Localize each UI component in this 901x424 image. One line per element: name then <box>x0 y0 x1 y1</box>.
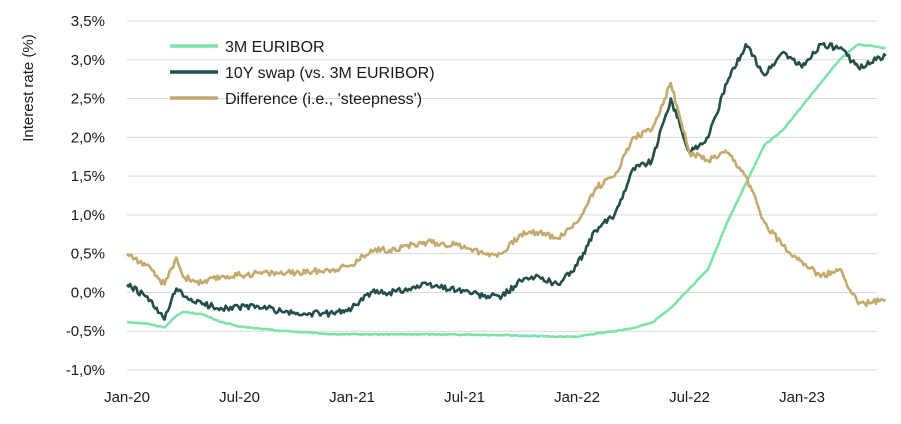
series-line <box>126 42 886 339</box>
y-tick-label: 3,5% <box>71 13 105 30</box>
legend-entry: 10Y swap (vs. 3M EURIBOR) <box>225 65 435 82</box>
x-tick-label: Jan-21 <box>329 389 375 406</box>
x-tick-label: Jul-21 <box>444 389 485 406</box>
series-line <box>126 41 887 321</box>
x-tick-label: Jul-22 <box>669 389 710 406</box>
x-tick-label: Jan-20 <box>104 389 150 406</box>
y-tick-label: 0,5% <box>71 246 105 263</box>
x-tick-label: Jan-23 <box>779 389 825 406</box>
y-axis-title: Interest rate (%) <box>20 34 37 142</box>
y-tick-label: -0,5% <box>66 323 105 340</box>
y-tick-label: 1,0% <box>71 207 105 224</box>
legend-entry: Difference (i.e., 'steepness') <box>225 91 422 108</box>
series-line <box>125 81 886 308</box>
x-axis-ticks: Jan-20 Jul-20 Jan-21 Jul-21 Jan-22 Jul-22 Jan-… <box>104 389 825 406</box>
y-tick-label: -1,0% <box>66 362 105 379</box>
y-tick-label: 3,0% <box>71 52 105 69</box>
legend-entry: 3M EURIBOR <box>225 39 325 56</box>
legend: 3M EURIBOR 10Y swap (vs. 3M EURIBOR) Diffe… <box>170 39 435 108</box>
y-tick-label: 2,0% <box>71 129 105 146</box>
y-tick-label: 1,5% <box>71 168 105 185</box>
x-tick-label: Jan-22 <box>554 389 600 406</box>
y-tick-label: 2,5% <box>71 91 105 108</box>
y-axis-ticks: -1,0% -0,5% 0,0% 0,5% 1,0% 1,5% 2,0% 2,5% 3,0% 3,… <box>66 13 105 379</box>
x-tick-label: Jul-20 <box>219 389 260 406</box>
gridlines <box>127 20 877 371</box>
series-lines <box>125 41 887 339</box>
y-tick-label: 0,0% <box>71 284 105 301</box>
